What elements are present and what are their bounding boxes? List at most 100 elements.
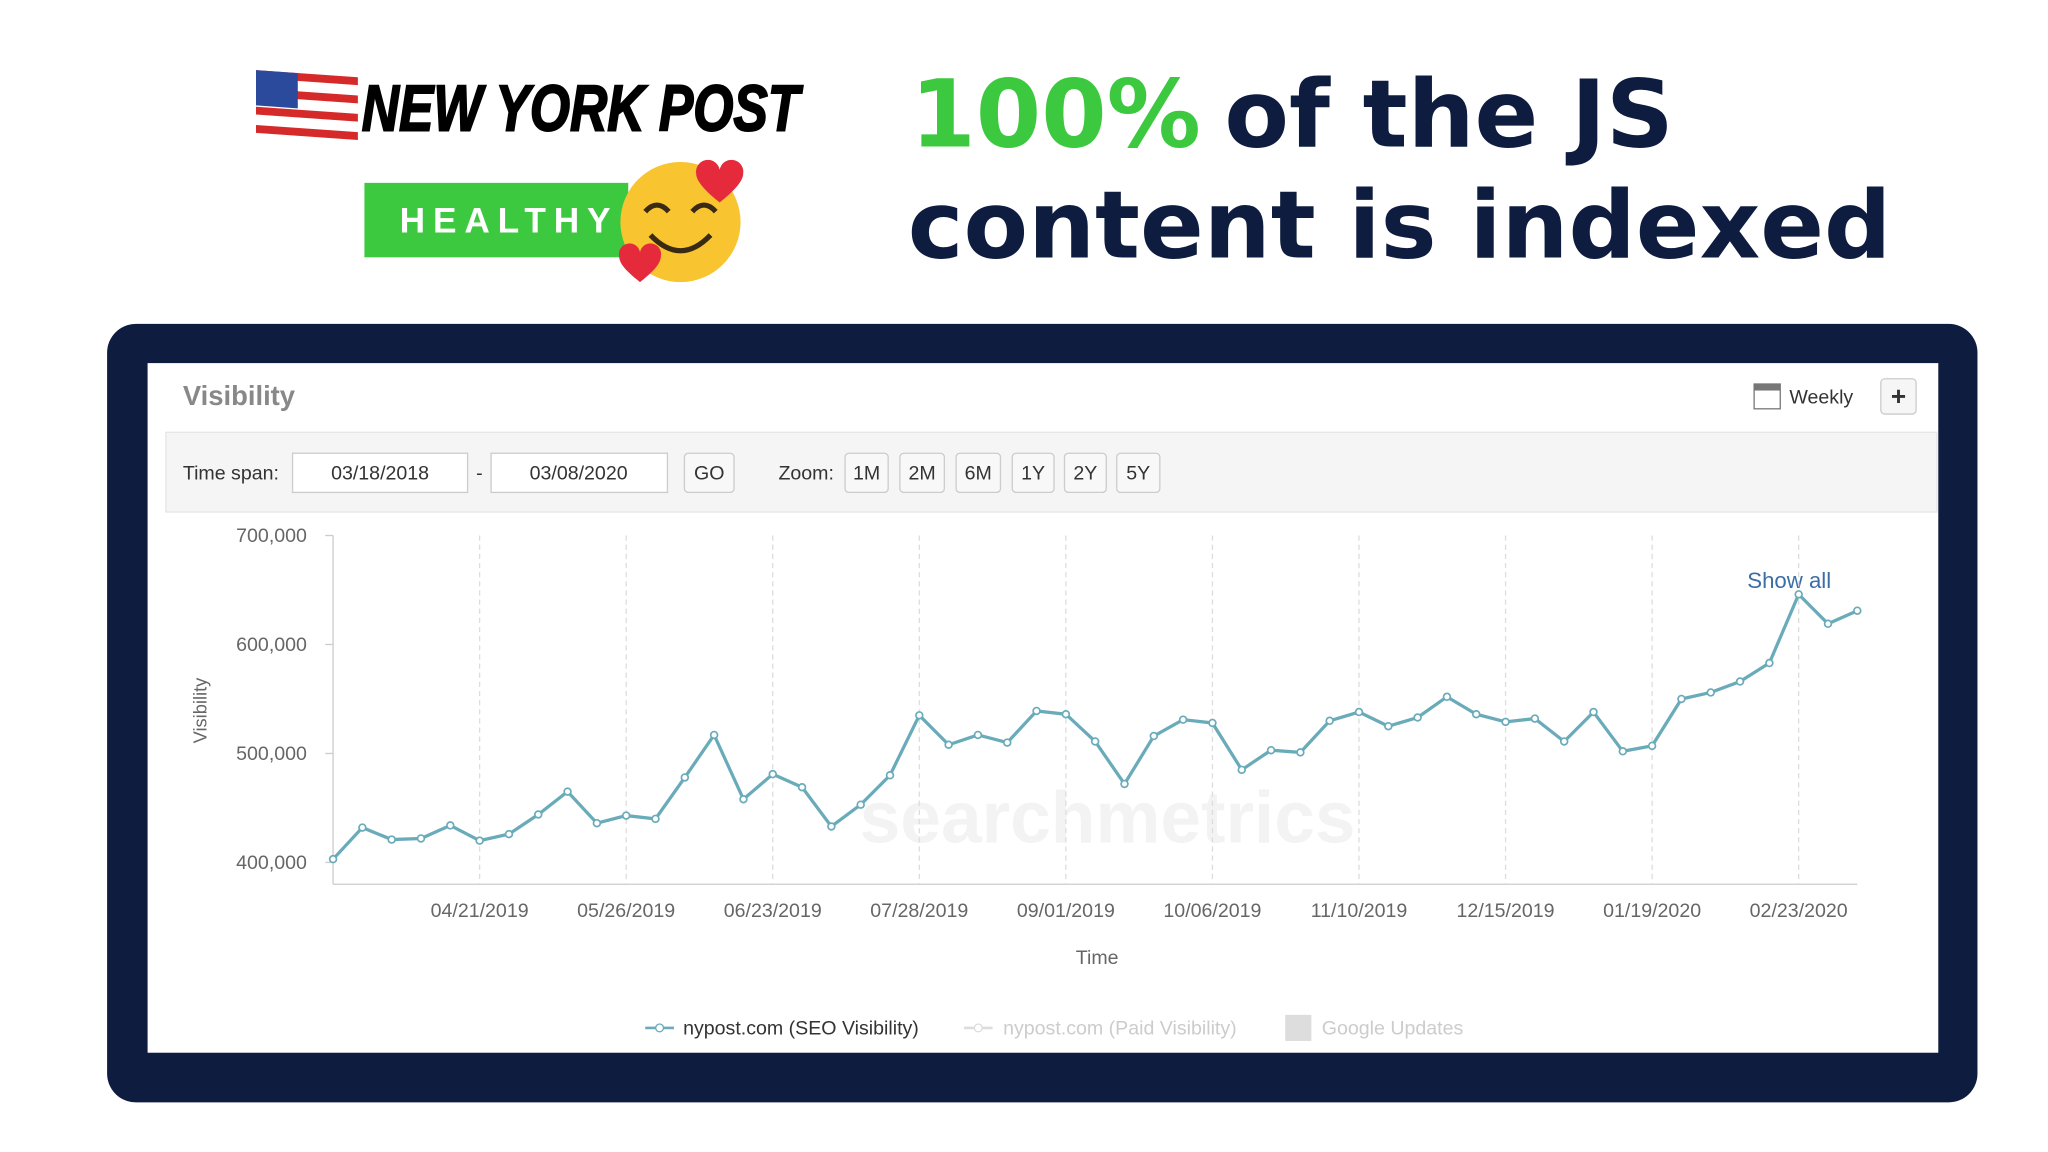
data-point — [1618, 747, 1628, 756]
flag-icon — [255, 70, 358, 143]
logo-text: NEW YORK POST — [362, 72, 804, 145]
headline-text: of the JS — [1224, 60, 1673, 169]
data-point — [328, 854, 338, 864]
legend-marker — [973, 1023, 983, 1033]
go-button-text[interactable]: GO — [694, 462, 724, 484]
data-point — [1530, 714, 1540, 723]
data-point — [446, 821, 455, 830]
x-tick-label: 11/10/2019 — [1311, 900, 1408, 922]
zoom-button[interactable] — [955, 452, 1002, 494]
watermark: searchmetrics — [860, 777, 1356, 858]
data-point — [1559, 737, 1569, 746]
end-date[interactable]: 03/08/2020 — [530, 462, 628, 484]
data-point — [1325, 716, 1334, 726]
zoom-button-text[interactable]: 1Y — [1021, 462, 1045, 484]
x-tick-label: 02/23/2020 — [1750, 900, 1848, 922]
data-point — [563, 787, 572, 796]
x-tick-label: 06/23/2019 — [724, 900, 822, 922]
data-point — [739, 794, 748, 804]
data-point — [1823, 619, 1833, 629]
zoom-button[interactable] — [844, 452, 889, 494]
zoom-button-text[interactable]: 2Y — [1073, 462, 1097, 484]
end-input[interactable] — [490, 452, 669, 494]
data-point — [1061, 709, 1071, 719]
x-tick-label: 01/19/2020 — [1603, 900, 1701, 922]
data-point — [1296, 748, 1305, 757]
data-point — [1765, 658, 1774, 668]
start-input[interactable] — [291, 452, 469, 494]
data-point — [1413, 713, 1422, 722]
zoom-button-text[interactable]: 6M — [965, 462, 992, 484]
zoom-label: Zoom: — [778, 462, 833, 484]
data-point — [1208, 718, 1217, 728]
zoom-button[interactable] — [899, 452, 945, 494]
legend-label[interactable]: Google Updates — [1322, 1017, 1464, 1039]
headline-line1: 100% of the JS — [910, 60, 1673, 169]
data-point — [1442, 692, 1452, 702]
data-point — [1178, 715, 1188, 724]
go-button[interactable] — [683, 452, 735, 494]
data-point — [1589, 707, 1598, 717]
y-tick-label: 700,000 — [236, 525, 307, 547]
y-axis-title: Visibility — [189, 677, 210, 744]
data-point — [797, 783, 807, 792]
data-point — [1853, 606, 1862, 615]
badge-text: HEALTHY — [400, 201, 619, 240]
zoom-button[interactable] — [1063, 452, 1107, 494]
data-point — [885, 771, 895, 780]
badge — [364, 182, 629, 258]
data-point — [827, 822, 836, 831]
data-point — [1735, 677, 1745, 686]
separator: - — [476, 462, 483, 484]
data-point — [1384, 721, 1393, 731]
data-point — [1472, 709, 1481, 719]
legend-marker — [655, 1023, 665, 1033]
data-point — [1794, 590, 1803, 599]
add-button-text[interactable]: + — [1891, 381, 1906, 411]
data-point — [1237, 765, 1246, 775]
time-span-label: Time span: — [183, 462, 279, 484]
zoom-button-text[interactable]: 2M — [909, 462, 936, 484]
calendar-icon — [1753, 383, 1781, 410]
x-tick-label: 07/28/2019 — [870, 900, 968, 922]
zoom-button[interactable] — [1116, 452, 1161, 494]
data-point — [621, 811, 631, 820]
data-point — [475, 836, 484, 845]
emoji — [618, 159, 744, 283]
legend-label[interactable]: nypost.com (Paid Visibility) — [1003, 1017, 1237, 1039]
y-tick-label: 400,000 — [236, 852, 307, 874]
data-point — [592, 818, 602, 828]
data-point — [534, 810, 543, 819]
data-point — [973, 730, 983, 740]
data-point — [680, 773, 690, 782]
data-point — [1149, 731, 1159, 741]
data-point — [709, 730, 719, 740]
data-point — [1706, 688, 1715, 697]
add-button[interactable] — [1880, 378, 1917, 415]
x-tick-label: 12/15/2019 — [1457, 900, 1555, 922]
data-point — [915, 711, 924, 720]
zoom-button[interactable] — [1011, 452, 1055, 494]
x-tick-label: 04/21/2019 — [431, 900, 529, 922]
zoom-button-text[interactable]: 5Y — [1126, 462, 1150, 484]
start-date[interactable]: 03/18/2018 — [331, 462, 429, 484]
data-point — [1120, 779, 1129, 789]
data-point — [651, 814, 660, 824]
x-axis-title: Time — [1076, 947, 1119, 969]
data-point — [1677, 694, 1686, 704]
legend-label[interactable]: nypost.com (SEO Visibility) — [683, 1017, 919, 1039]
data-point — [416, 834, 426, 843]
y-tick-label: 600,000 — [236, 634, 307, 656]
show-all[interactable]: Show all — [1747, 568, 1831, 593]
zoom-button-text[interactable]: 1M — [853, 462, 880, 484]
headline-line2: content is indexed — [908, 171, 1892, 280]
data-point — [856, 800, 865, 809]
data-point — [944, 740, 953, 749]
data-point — [504, 829, 514, 839]
data-point — [358, 823, 367, 832]
data-point — [1647, 741, 1657, 751]
interval[interactable]: Weekly — [1789, 387, 1853, 409]
x-tick-label: 09/01/2019 — [1017, 900, 1115, 922]
